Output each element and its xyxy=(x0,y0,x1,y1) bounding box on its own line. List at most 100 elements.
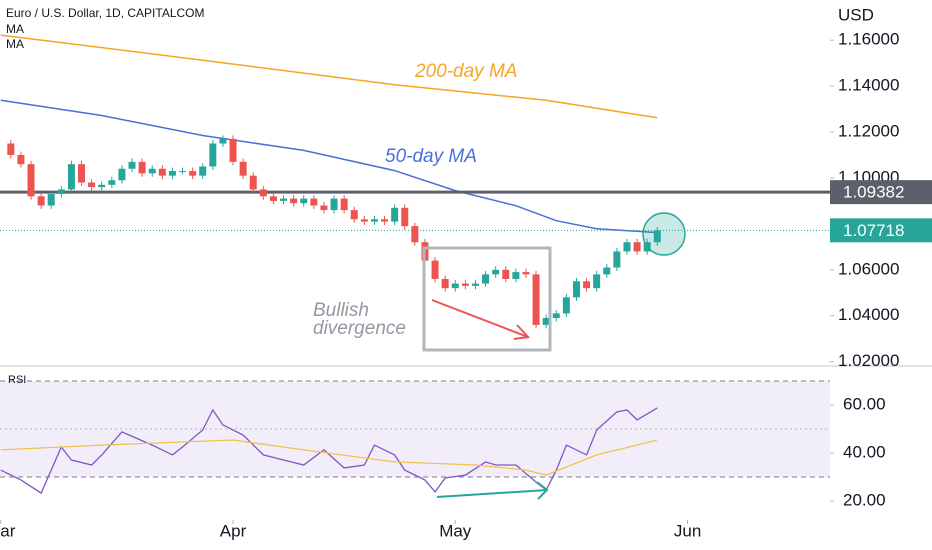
candle-body xyxy=(158,168,166,176)
candle-body xyxy=(199,166,207,176)
candle-body xyxy=(47,194,55,206)
rsi-line xyxy=(0,407,658,495)
candle-body xyxy=(340,198,348,211)
candle-body xyxy=(482,274,490,284)
candle-body xyxy=(138,161,146,174)
candle-body xyxy=(593,274,601,289)
red-arrow xyxy=(431,299,531,340)
candle-body xyxy=(411,226,419,243)
candle-body xyxy=(360,219,368,222)
candle-body xyxy=(148,168,156,174)
candle-body xyxy=(471,283,479,286)
highlight-box xyxy=(422,246,552,352)
candle-body xyxy=(603,267,611,275)
x-tick-label: Mar xyxy=(0,521,16,540)
y-tick-label: 60.00 xyxy=(843,394,886,413)
candle-body xyxy=(78,164,86,183)
annotation: Bullish xyxy=(313,300,369,321)
candle-body xyxy=(179,171,187,173)
candle-body xyxy=(229,138,237,162)
candle-body xyxy=(209,143,217,167)
candle-body xyxy=(37,196,45,206)
candle-body xyxy=(451,283,459,289)
candle-body xyxy=(67,164,75,190)
x-tick-label: Jun xyxy=(674,521,701,540)
y-tick-label: 1.16000 xyxy=(838,30,899,49)
chart-title: Euro / U.S. Dollar, 1D, CAPITALCOM xyxy=(6,6,205,20)
y-tick-label: 1.02000 xyxy=(838,351,899,370)
candle-body xyxy=(653,230,661,243)
candle-body xyxy=(492,269,500,275)
candle-body xyxy=(431,260,439,279)
candle-body xyxy=(300,198,308,204)
candle-body xyxy=(128,161,136,169)
legend-entry: MA xyxy=(6,37,24,51)
candle-body xyxy=(57,189,65,195)
price-label: 1.07718 xyxy=(843,221,904,240)
annotation: 200-day MA xyxy=(414,61,517,82)
candle-body xyxy=(108,180,116,185)
candle-body xyxy=(532,274,540,325)
candle-body xyxy=(249,175,257,190)
annotation: divergence xyxy=(313,318,406,339)
candle-body xyxy=(88,182,96,188)
candle-body xyxy=(512,272,520,279)
candle-body xyxy=(17,154,25,165)
candle-body xyxy=(572,281,580,298)
candle-body xyxy=(320,205,328,211)
price-label: 1.09382 xyxy=(843,183,904,202)
candle-body xyxy=(239,161,247,176)
annotation: 50-day MA xyxy=(385,146,477,167)
candle-body xyxy=(522,272,530,275)
candle-body xyxy=(98,184,106,188)
candle-body xyxy=(290,198,298,204)
rsi-line xyxy=(0,439,658,476)
candle-body xyxy=(552,313,560,319)
candle-body xyxy=(280,198,288,201)
y-tick-label: 1.06000 xyxy=(838,259,899,278)
candle-body xyxy=(350,210,358,220)
legend-entry: MA xyxy=(6,22,24,36)
highlight-circle xyxy=(642,212,686,256)
y-tick-label: 1.12000 xyxy=(838,122,899,141)
candle-body xyxy=(461,283,469,286)
candle-body xyxy=(118,168,126,181)
teal-arrow xyxy=(436,481,549,500)
axis-labels: 1.020001.040001.060001.100001.120001.140… xyxy=(0,30,932,540)
candle-body xyxy=(259,189,267,197)
candle-body xyxy=(562,297,570,314)
candle-body xyxy=(168,171,176,176)
x-tick-label: Apr xyxy=(220,521,247,540)
candle-body xyxy=(583,281,591,289)
candle-body xyxy=(330,198,338,211)
candle-body xyxy=(269,196,277,201)
currency-label: USD xyxy=(838,5,874,24)
candle-body xyxy=(542,318,550,325)
candle-body xyxy=(219,138,227,144)
moving-average xyxy=(0,34,658,119)
candle-body xyxy=(441,278,449,289)
y-tick-label: 1.04000 xyxy=(838,305,899,324)
y-tick-label: 20.00 xyxy=(843,491,886,510)
y-tick-label: 40.00 xyxy=(843,442,886,461)
candle-body xyxy=(27,164,35,197)
candle-body xyxy=(381,219,389,222)
candle-body xyxy=(310,198,318,206)
candle-body xyxy=(623,242,631,252)
moving-average xyxy=(0,99,658,234)
price-label-box xyxy=(830,218,932,243)
x-tick-label: May xyxy=(439,521,472,540)
candle-body xyxy=(7,143,15,155)
y-tick-label: 1.14000 xyxy=(838,76,899,95)
candle-body xyxy=(391,207,399,222)
candle-body xyxy=(613,251,621,268)
panel-bg xyxy=(0,380,830,478)
candle-body xyxy=(370,219,378,222)
candle-body xyxy=(633,242,641,252)
candle-body xyxy=(502,269,510,279)
candle-body xyxy=(189,171,197,176)
candle-body xyxy=(401,207,409,227)
marks xyxy=(0,34,830,495)
rsi-title: RSI xyxy=(8,374,26,386)
